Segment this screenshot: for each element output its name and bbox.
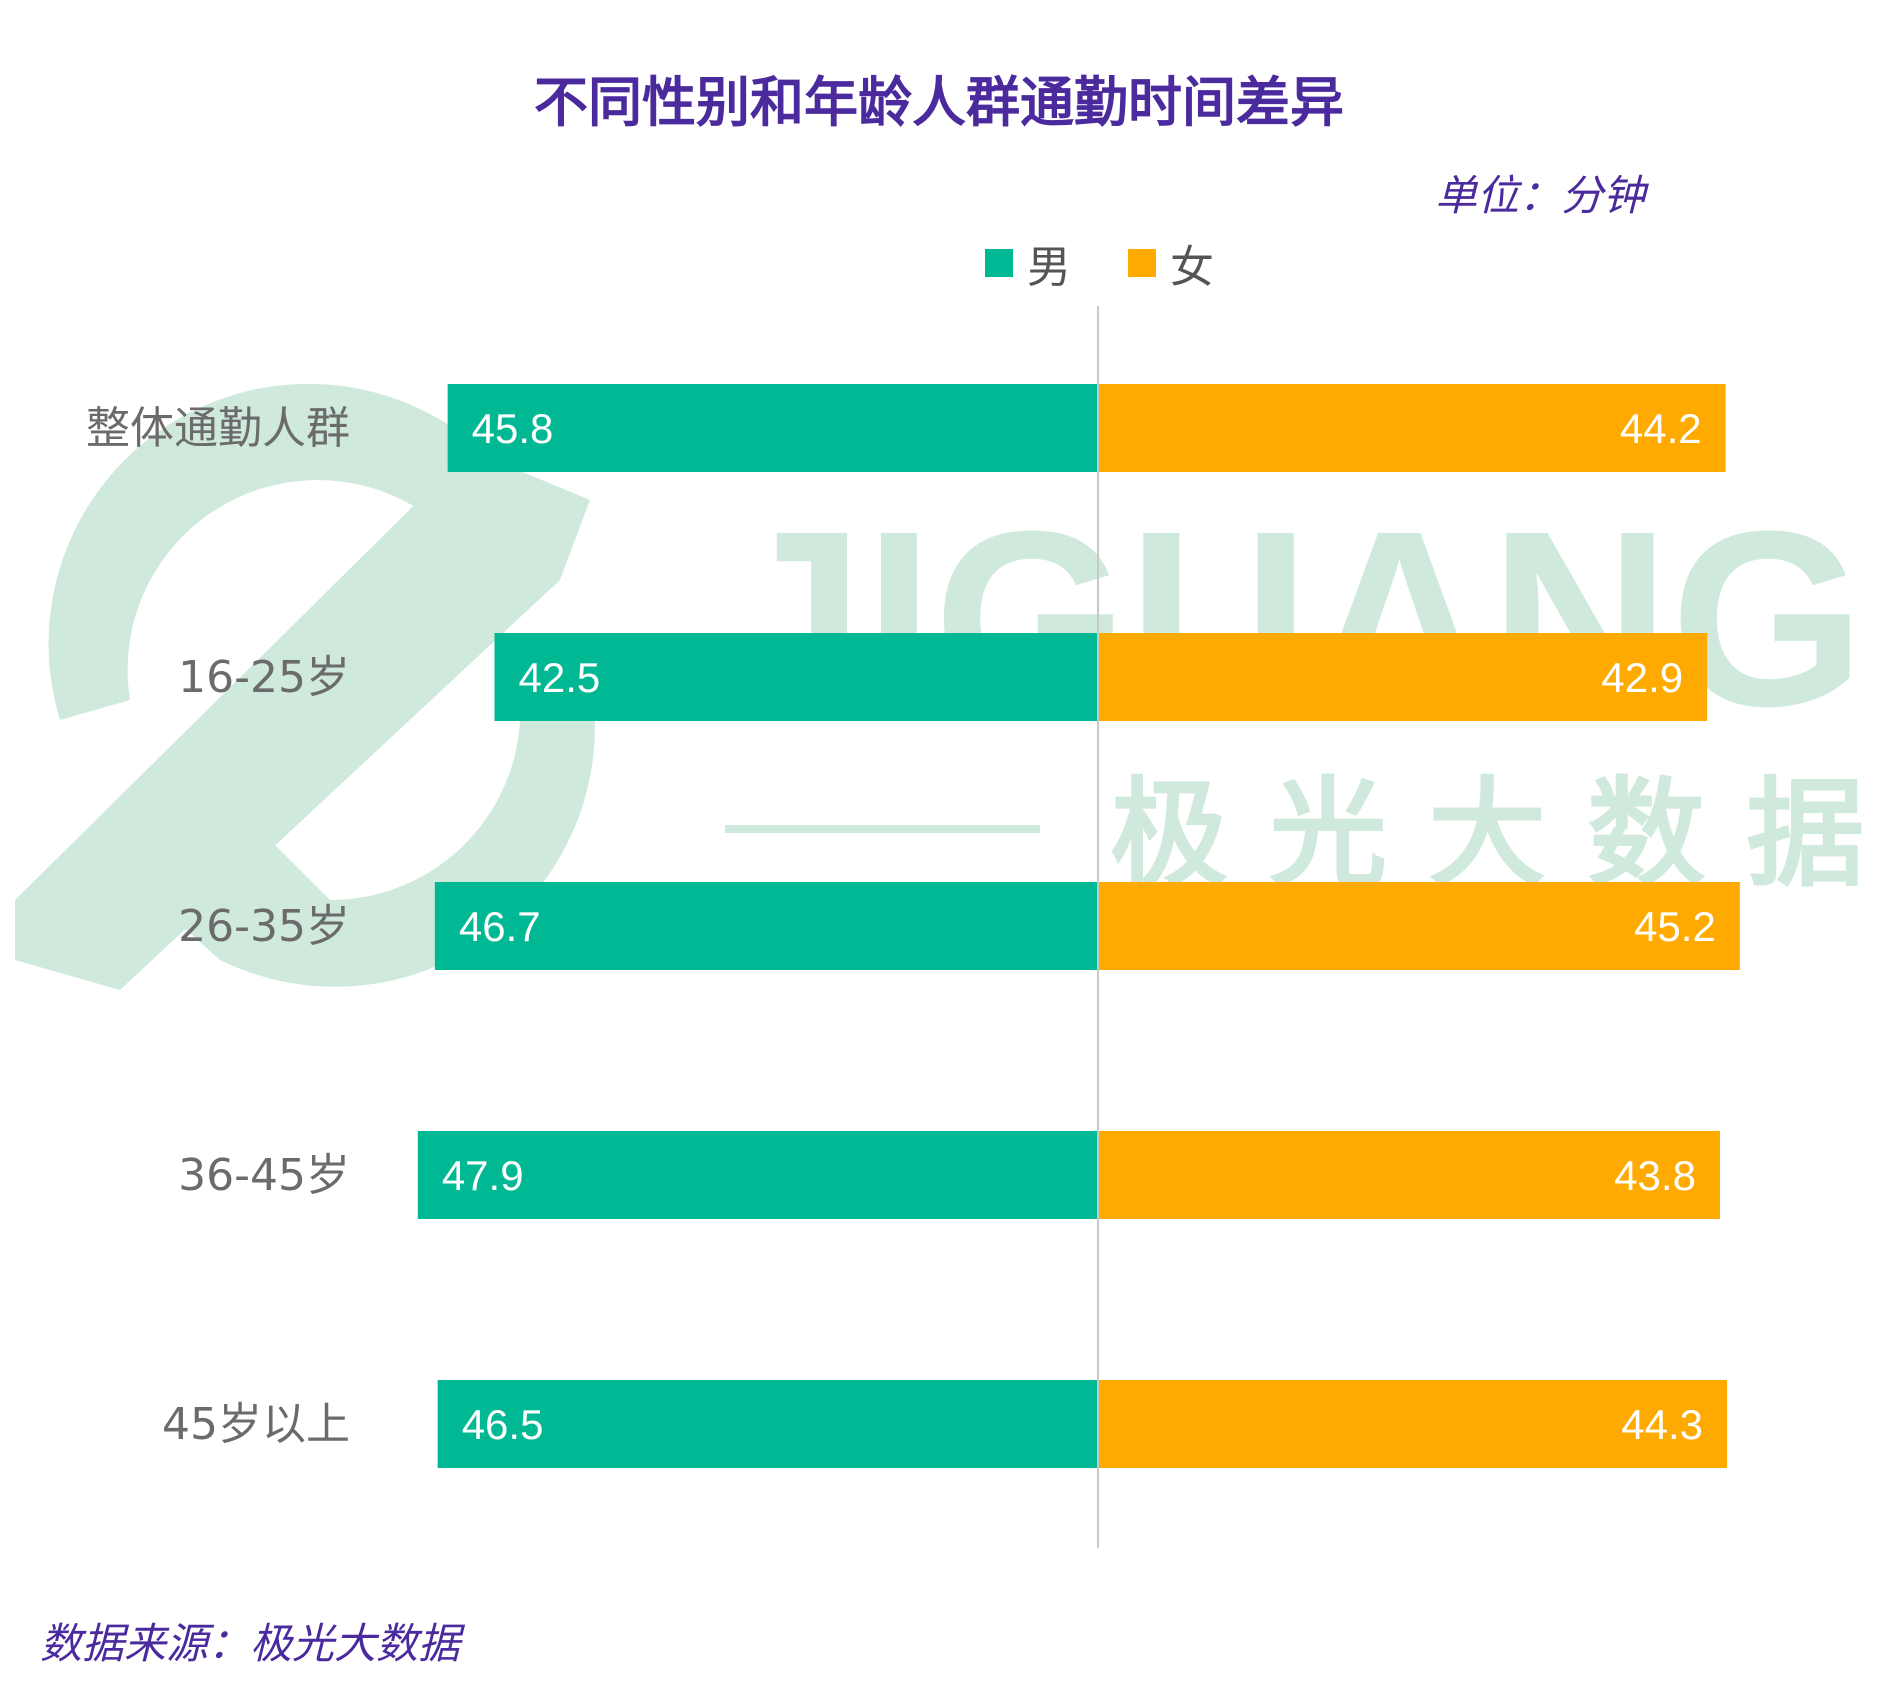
data-label-female-3: 43.8	[1614, 1152, 1696, 1199]
watermark-underline	[725, 825, 1040, 833]
unit-label: 单位：分钟	[1434, 171, 1645, 220]
bar-male-1	[494, 633, 1098, 721]
data-label-male-0: 45.8	[472, 405, 554, 452]
bar-female-1	[1098, 633, 1708, 721]
legend-item-female: 女	[1128, 238, 1214, 293]
bar-male-2	[434, 882, 1098, 970]
category-label-1: 16-25岁	[178, 652, 350, 703]
category-label-0: 整体通勤人群	[86, 403, 350, 454]
data-label-female-4: 44.3	[1621, 1401, 1703, 1448]
chart-title: 不同性别和年龄人群通勤时间差异	[534, 71, 1344, 134]
category-label-4: 45岁以上	[162, 1399, 350, 1450]
watermark-text-cn: 极 光 大 数 据	[1110, 765, 1864, 903]
category-label-2: 26-35岁	[178, 901, 350, 952]
bar-female-2	[1098, 882, 1740, 970]
data-source: 数据来源：极光大数据	[40, 1619, 461, 1668]
data-label-male-3: 47.9	[442, 1152, 524, 1199]
data-label-male-1: 42.5	[519, 654, 601, 701]
data-label-female-0: 44.2	[1620, 405, 1702, 452]
legend-label-female: 女	[1170, 242, 1214, 293]
category-label-3: 36-45岁	[178, 1150, 350, 1201]
data-label-female-2: 45.2	[1634, 903, 1716, 950]
bar-female-3	[1098, 1131, 1720, 1219]
bar-male-3	[417, 1131, 1098, 1219]
legend-swatch-female	[1128, 249, 1156, 277]
data-label-male-4: 46.5	[462, 1401, 544, 1448]
bar-female-4	[1098, 1380, 1728, 1468]
bar-male-4	[437, 1380, 1098, 1468]
legend-swatch-male	[985, 249, 1013, 277]
data-label-male-2: 46.7	[459, 903, 541, 950]
bar-female-0	[1098, 384, 1726, 472]
bar-male-0	[447, 384, 1098, 472]
legend-label-male: 男	[1027, 242, 1071, 293]
data-label-female-1: 42.9	[1601, 654, 1683, 701]
legend-item-male: 男	[985, 238, 1071, 293]
